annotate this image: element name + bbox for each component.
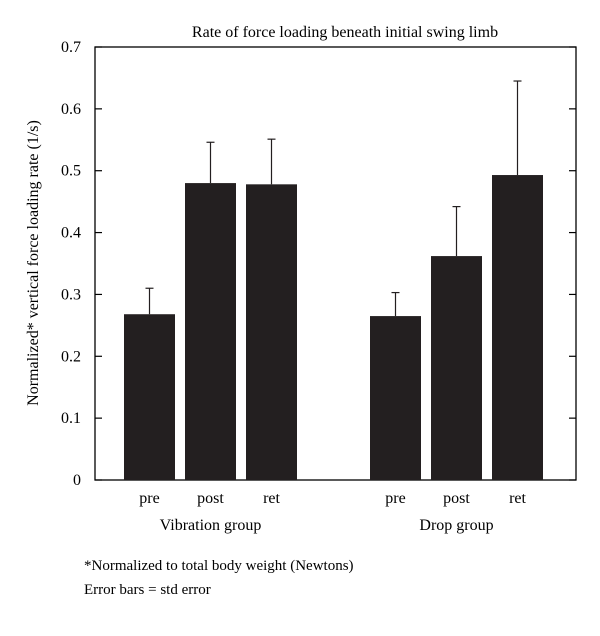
footnotes: *Normalized to total body weight (Newton… xyxy=(84,554,354,602)
y-tick-label: 0.5 xyxy=(61,163,81,180)
bar-chart: Rate of force loading beneath initial sw… xyxy=(25,24,577,534)
normalization-note: *Normalized to total body weight (Newton… xyxy=(84,558,354,574)
y-tick-label: 0.3 xyxy=(61,286,81,303)
bar xyxy=(124,314,175,480)
bar xyxy=(492,175,543,480)
y-tick-label: 0.4 xyxy=(61,225,81,242)
x-tick-label: post xyxy=(443,490,470,507)
y-tick-label: 0 xyxy=(73,472,81,489)
group-label: Drop group xyxy=(419,517,493,534)
chart-title: Rate of force loading beneath initial sw… xyxy=(192,24,498,41)
x-tick-label: pre xyxy=(385,490,405,507)
x-tick-label: ret xyxy=(263,490,280,507)
x-tick-label: post xyxy=(197,490,224,507)
x-tick-label: ret xyxy=(509,490,526,507)
bar xyxy=(370,316,421,480)
bar xyxy=(185,183,236,481)
bar xyxy=(431,256,482,480)
error-bar-note: Error bars = std error xyxy=(84,582,211,598)
y-axis-label: Normalized* vertical force loading rate … xyxy=(25,120,42,406)
y-tick-label: 0.1 xyxy=(61,410,81,427)
y-axis: 0 0.1 0.2 0.3 0.4 0.5 0.6 0.7 xyxy=(61,39,576,489)
bars-layer xyxy=(124,80,543,481)
plot-frame xyxy=(94,46,577,481)
bar xyxy=(246,184,297,480)
x-tick-label: pre xyxy=(139,490,159,507)
y-tick-label: 0.7 xyxy=(61,39,81,56)
y-tick-label: 0.2 xyxy=(61,348,81,365)
group-label: Vibration group xyxy=(160,517,262,534)
y-tick-label: 0.6 xyxy=(61,101,81,118)
